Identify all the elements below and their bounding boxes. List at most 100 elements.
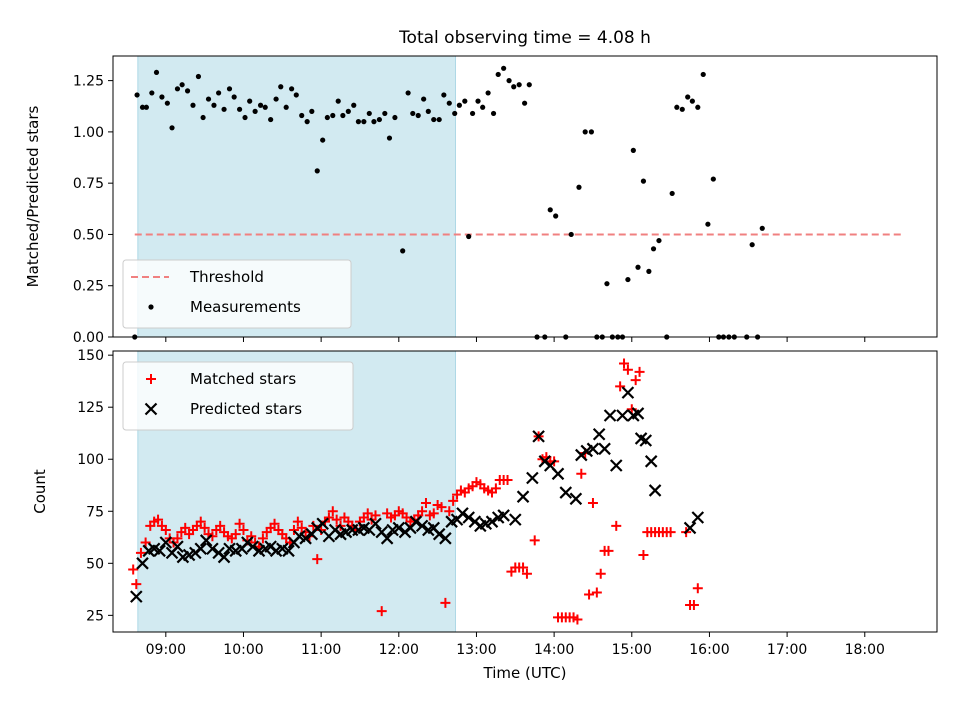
predicted-star-point: [199, 534, 213, 547]
measurement-point: [695, 104, 701, 110]
matched-star-point: [230, 529, 241, 540]
measurement-point: [190, 102, 196, 108]
predicted-star-point: [603, 409, 617, 422]
measurement-point: [469, 110, 476, 117]
legend-label: Measurements: [190, 298, 301, 316]
predicted-star-point: [497, 509, 510, 522]
measurement-point: [289, 86, 295, 92]
y-tick-label: 1.00: [73, 125, 104, 141]
predicted-star-point: [456, 507, 469, 520]
measurement-point: [749, 242, 755, 248]
measurement-point: [405, 90, 411, 96]
measurement-point: [421, 96, 427, 102]
matched-star-point: [576, 468, 587, 479]
measurement-point: [604, 281, 610, 287]
y-axis-label: Matched/Predicted stars: [24, 106, 42, 288]
predicted-star-point: [217, 550, 231, 564]
measurement-point: [553, 213, 559, 219]
measurement-point: [506, 78, 512, 84]
measurement-point: [568, 231, 574, 238]
predicted-star-point: [171, 540, 184, 553]
matched-star-point: [502, 475, 513, 486]
measurement-point: [226, 86, 233, 92]
measurement-point: [174, 86, 181, 92]
measurement-point: [656, 237, 662, 244]
measurement-point: [480, 104, 486, 110]
matched-star-point: [448, 495, 459, 506]
measurement-point: [441, 92, 447, 98]
predicted-star-point: [153, 544, 166, 558]
measurement-point: [431, 116, 437, 123]
legend-label: Matched stars: [190, 370, 296, 388]
measurement-point: [231, 94, 237, 100]
matched-star-point: [292, 516, 303, 527]
matched-star-point: [180, 522, 191, 533]
measurement-point: [410, 110, 416, 117]
measurement-point: [392, 114, 398, 121]
x-tick-label: 11:00: [301, 642, 341, 658]
x-tick-label: 18:00: [845, 642, 885, 658]
matched-star-point: [327, 506, 338, 517]
matched-star-point: [428, 508, 439, 519]
matched-star-point: [323, 512, 334, 523]
predicted-star-point: [380, 532, 394, 545]
x-tick-label: 17:00: [767, 642, 807, 658]
matched-star-point: [160, 525, 171, 536]
matched-star-point: [436, 502, 447, 513]
measurement-point: [262, 104, 268, 110]
measurement-point: [273, 96, 279, 102]
y-tick-label: 1.25: [73, 74, 104, 90]
measurement-point: [522, 100, 528, 106]
figure-title: Total observing time = 4.08 h: [398, 28, 651, 48]
measurement-point: [526, 82, 532, 88]
measurement-point: [257, 102, 264, 108]
predicted-star-point: [648, 484, 662, 497]
measurement-point: [304, 119, 310, 125]
matched-star-point: [195, 516, 206, 527]
measurement-point: [355, 119, 362, 125]
predicted-star-point: [206, 542, 219, 556]
measurement-point: [205, 96, 212, 102]
matched-star-point: [140, 537, 151, 548]
y-axis-label: Count: [31, 469, 49, 514]
matched-star-point: [215, 520, 226, 531]
measurement-point: [679, 106, 685, 112]
y-tick-label: 0.25: [73, 279, 104, 295]
measurement-point: [324, 114, 330, 121]
matched-star-point: [665, 527, 676, 538]
measurement-point: [495, 71, 501, 78]
predicted-star-point: [462, 511, 475, 524]
measurement-point: [361, 119, 367, 125]
measurement-point: [134, 92, 140, 98]
matched-star-point: [611, 520, 622, 531]
measurement-point: [169, 125, 175, 131]
x-tick-label: 09:00: [146, 642, 186, 658]
measurement-point: [576, 184, 582, 190]
x-tick-label: 15:00: [612, 642, 652, 658]
measurement-point: [635, 264, 641, 270]
predicted-star-point: [432, 527, 446, 541]
series-measurements: [132, 65, 765, 340]
predicted-star-point: [551, 467, 565, 481]
measurement-point: [436, 116, 442, 123]
matched-star-point: [376, 606, 387, 617]
matched-star-point: [288, 525, 299, 536]
measurement-point: [216, 90, 222, 96]
matched-star-point: [269, 518, 280, 529]
measurement-point: [371, 119, 377, 125]
matched-star-point: [444, 506, 455, 517]
matched-star-point: [587, 497, 598, 508]
x-tick-label: 14:00: [534, 642, 574, 658]
plot-frame: [112, 350, 938, 633]
measurement-point: [184, 88, 191, 94]
measurement-point: [299, 112, 305, 119]
measurement-point: [211, 102, 217, 108]
measurement-point: [309, 108, 315, 114]
matched-star-point: [362, 508, 373, 519]
predicted-star-point: [631, 407, 645, 420]
matched-star-point: [603, 545, 614, 556]
predicted-star-point: [691, 511, 705, 524]
measurement-point: [415, 112, 421, 119]
predicted-star-point: [485, 515, 499, 528]
predicted-star-point: [246, 540, 260, 553]
